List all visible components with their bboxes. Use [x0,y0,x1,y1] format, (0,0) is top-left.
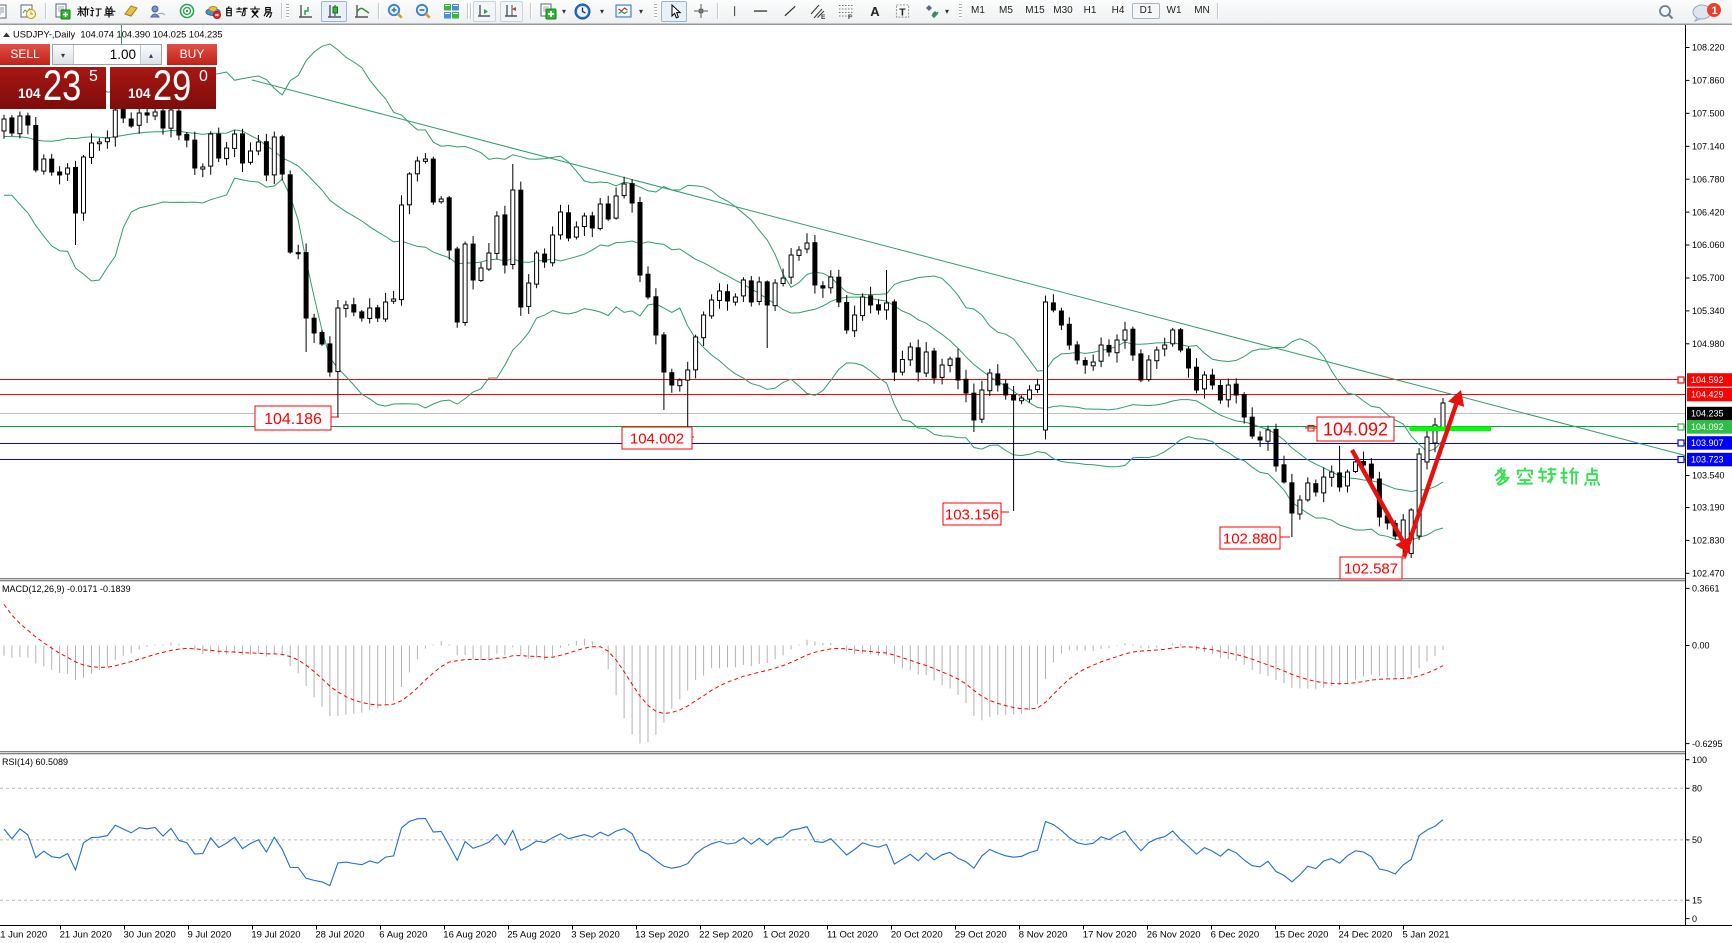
svg-text:24 Dec 2020: 24 Dec 2020 [1339,930,1393,941]
svg-text:9 Jul 2020: 9 Jul 2020 [188,930,232,941]
svg-text:3 Sep 2020: 3 Sep 2020 [571,930,620,941]
svg-text:-0.6295: -0.6295 [1692,739,1723,749]
svg-text:F: F [848,14,852,20]
svg-text:15: 15 [1692,895,1702,905]
svg-text:104.002: 104.002 [630,430,684,447]
svg-text:0: 0 [1692,914,1697,924]
svg-text:108.220: 108.220 [1692,43,1725,53]
svg-text:106.420: 106.420 [1692,207,1725,217]
svg-text:0.00: 0.00 [1692,641,1710,651]
svg-text:MACD(12,26,9) -0.0171 -0.1839: MACD(12,26,9) -0.0171 -0.1839 [2,584,131,594]
svg-text:1 Oct 2020: 1 Oct 2020 [763,930,809,941]
svg-text:102.830: 102.830 [1692,536,1725,546]
svg-text:104.592: 104.592 [1691,375,1724,385]
svg-text:E: E [821,14,826,20]
svg-text:104.186: 104.186 [264,411,322,428]
svg-text:100: 100 [1692,755,1707,765]
svg-text:25 Aug 2020: 25 Aug 2020 [507,930,560,941]
svg-text:13 Sep 2020: 13 Sep 2020 [635,930,689,941]
svg-text:T: T [899,7,906,18]
svg-text:8 Nov 2020: 8 Nov 2020 [1019,930,1068,941]
svg-text:105.700: 105.700 [1692,273,1725,283]
svg-text:104.980: 104.980 [1692,339,1725,349]
svg-text:107.140: 107.140 [1692,142,1725,152]
svg-text:105.340: 105.340 [1692,306,1725,316]
svg-text:28 Jul 2020: 28 Jul 2020 [315,930,364,941]
svg-text:21 Jun 2020: 21 Jun 2020 [60,930,112,941]
svg-text:103.190: 103.190 [1692,503,1725,513]
svg-text:26 Nov 2020: 26 Nov 2020 [1147,930,1201,941]
svg-text:15 Dec 2020: 15 Dec 2020 [1275,930,1329,941]
svg-text:22 Sep 2020: 22 Sep 2020 [699,930,753,941]
svg-text:11 Jun 2020: 11 Jun 2020 [0,930,47,941]
svg-text:102.880: 102.880 [1223,530,1277,547]
svg-text:30 Jun 2020: 30 Jun 2020 [124,930,176,941]
svg-text:5 Jan 2021: 5 Jan 2021 [1403,930,1450,941]
svg-text:104.429: 104.429 [1691,390,1724,400]
svg-text:6 Dec 2020: 6 Dec 2020 [1211,930,1260,941]
svg-text:102.587: 102.587 [1344,560,1398,577]
svg-text:1: 1 [1712,5,1718,17]
svg-text:50: 50 [1692,835,1702,845]
svg-text:106.780: 106.780 [1692,174,1725,184]
svg-text:0.3661: 0.3661 [1692,584,1720,594]
svg-text:17 Nov 2020: 17 Nov 2020 [1083,930,1137,941]
svg-text:RSI(14) 60.5089: RSI(14) 60.5089 [2,757,68,767]
svg-text:107.500: 107.500 [1692,109,1725,119]
svg-text:6 Aug 2020: 6 Aug 2020 [379,930,427,941]
svg-text:107.860: 107.860 [1692,76,1725,86]
svg-text:103.540: 103.540 [1692,471,1725,481]
svg-text:11 Oct 2020: 11 Oct 2020 [827,930,878,941]
svg-text:80: 80 [1692,784,1702,794]
svg-text:104.092: 104.092 [1691,422,1724,432]
svg-text:19 Jul 2020: 19 Jul 2020 [251,930,300,941]
svg-text:106.060: 106.060 [1692,240,1725,250]
svg-text:20 Oct 2020: 20 Oct 2020 [891,930,943,941]
svg-text:USDJPY-,Daily 104.074 104.390: USDJPY-,Daily 104.074 104.390 104.025 10… [13,30,223,40]
svg-text:104.092: 104.092 [1323,420,1388,440]
svg-text:103.156: 103.156 [945,506,999,523]
svg-text:103.907: 103.907 [1691,438,1724,448]
svg-text:103.723: 103.723 [1691,455,1724,465]
svg-text:16 Aug 2020: 16 Aug 2020 [443,930,496,941]
svg-text:29 Oct 2020: 29 Oct 2020 [955,930,1007,941]
svg-text:102.470: 102.470 [1692,569,1725,579]
svg-text:104.235: 104.235 [1691,409,1724,419]
